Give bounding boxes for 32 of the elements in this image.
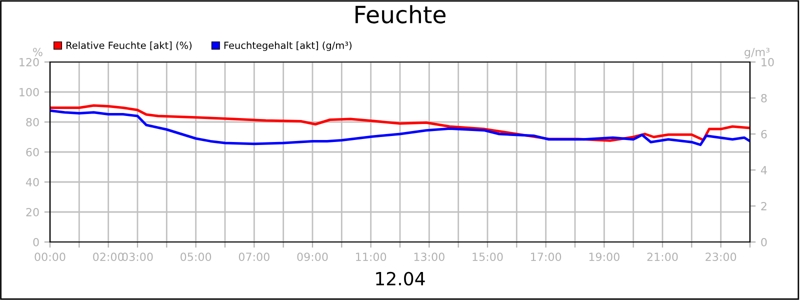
legend-label: Relative Feuchte [akt] (%): [66, 42, 192, 50]
line-series: [50, 109, 750, 146]
x-tick-label: 07:00: [238, 252, 270, 262]
legend-label: Feuchtegehalt [akt] (g/m³): [224, 42, 352, 51]
y2-tick-label: 2: [761, 202, 766, 210]
x-tick-label: 00:00: [34, 252, 66, 262]
y-tick-label: 120: [20, 58, 39, 66]
y2-tick-label: 0: [761, 238, 767, 246]
x-tick-label: 15:00: [472, 252, 503, 262]
y-tick-label: 60: [26, 148, 39, 156]
y-tick-label: 0: [33, 238, 39, 246]
y2-tick-label: 6: [761, 130, 767, 138]
x-tick-label: 02:00: [93, 252, 124, 262]
x-tick-label: 17:00: [531, 252, 562, 262]
x-tick-label: 09:00: [297, 252, 328, 262]
y-tick-label: 20: [26, 208, 39, 216]
x-tick-label: 13:00: [414, 252, 444, 262]
y-tick-label: 80: [26, 118, 39, 126]
y-tick-label: 100: [20, 88, 39, 96]
x-tick-label: 21:00: [647, 252, 678, 262]
chart-title: Feuchte: [356, 5, 446, 24]
x-tick-label: 11:00: [356, 252, 386, 262]
y2-tick-label: 10: [762, 58, 774, 66]
x-axis-title: 12.04: [376, 272, 425, 286]
y-tick-label: 40: [26, 178, 39, 186]
y-axis-title: %: [33, 48, 42, 56]
x-tick-label: 05:00: [180, 252, 212, 262]
x-tick-label: 23:00: [706, 252, 736, 262]
y2-axis-title: g/m³: [744, 48, 770, 58]
x-tick-label: 19:00: [589, 252, 620, 262]
y2-tick-label: 4: [760, 166, 767, 174]
y2-tick-label: 8: [761, 94, 767, 102]
